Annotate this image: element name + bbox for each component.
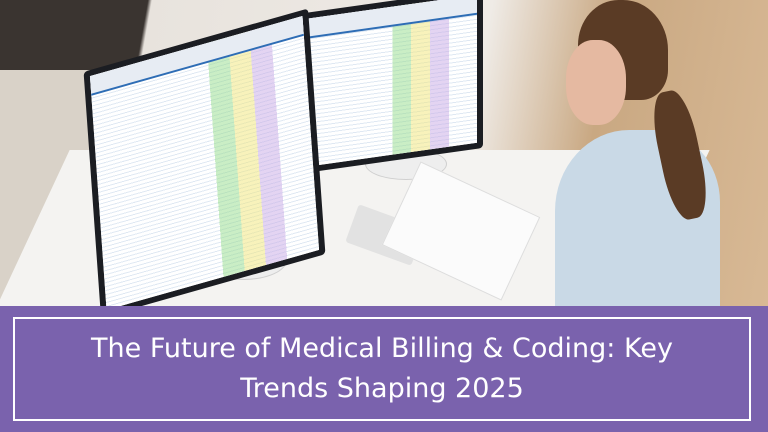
left-monitor xyxy=(83,8,326,306)
person-face xyxy=(566,40,626,125)
spreadsheet-screen xyxy=(89,16,320,306)
title-banner: The Future of Medical Billing & Coding: … xyxy=(0,306,768,432)
banner-frame: The Future of Medical Billing & Coding: … xyxy=(13,317,751,421)
hero-photo xyxy=(0,0,768,306)
title-line-2: Trends Shaping 2025 xyxy=(240,373,524,404)
title-line-1: The Future of Medical Billing & Coding: … xyxy=(91,333,673,364)
banner-title: The Future of Medical Billing & Coding: … xyxy=(32,329,732,409)
